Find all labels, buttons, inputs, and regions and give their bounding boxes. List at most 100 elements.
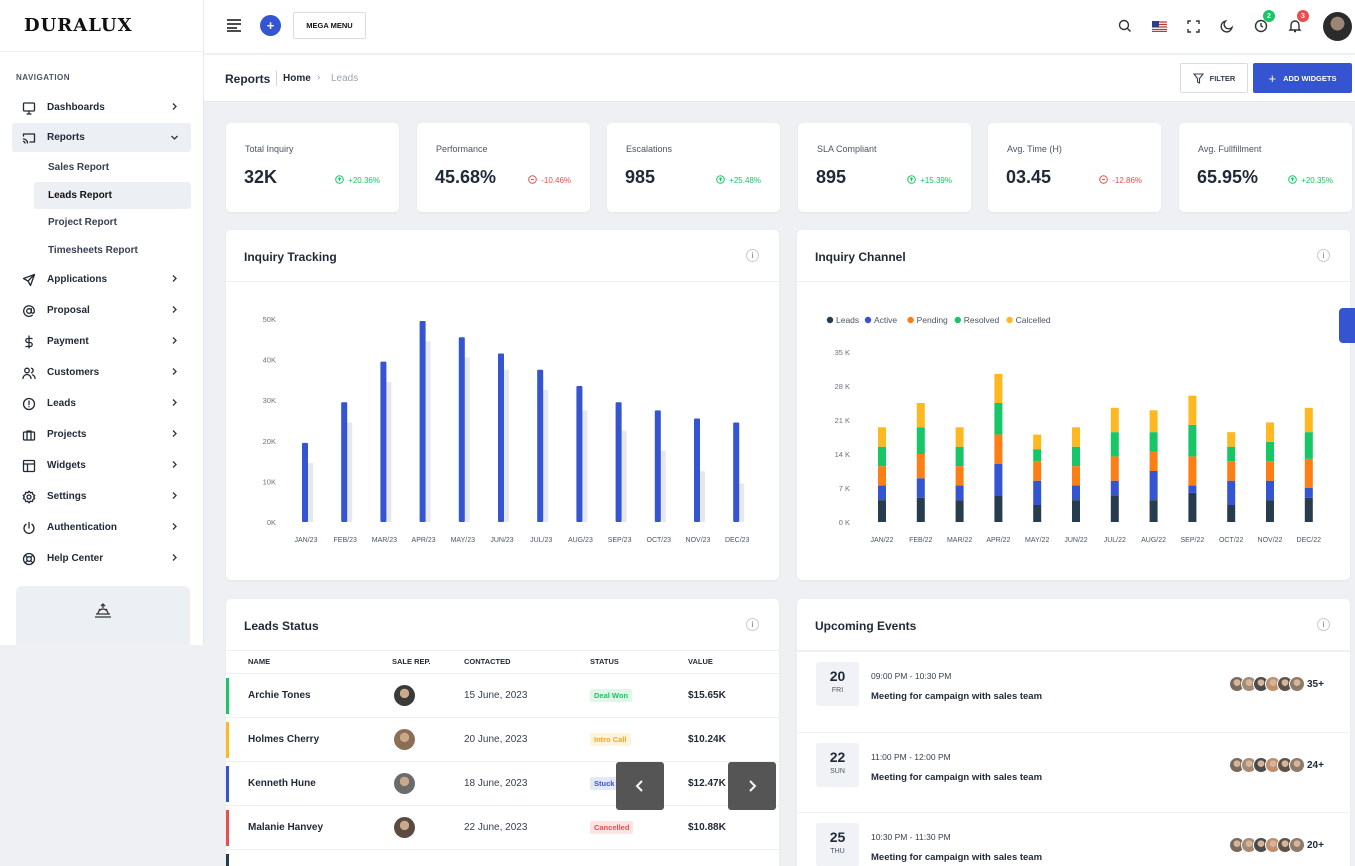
legend-label[interactable]: Calcelled (1016, 315, 1051, 325)
stacked-bar-segment[interactable] (1304, 497, 1313, 522)
sub-item-leads-report[interactable]: Leads Report (34, 181, 191, 209)
table-row[interactable]: Holmes Cherry 20 June, 2023 Intro Call $10.… (226, 717, 779, 761)
legend-label[interactable]: Resolved (964, 315, 1000, 325)
info-icon[interactable]: i (746, 249, 759, 262)
bar-secondary[interactable] (621, 430, 627, 522)
stacked-bar-segment[interactable] (878, 485, 886, 501)
stacked-bar-segment[interactable] (994, 495, 1003, 522)
sidebar-item-payment[interactable]: Payment (12, 326, 191, 357)
us-flag-icon[interactable] (1151, 18, 1167, 34)
carousel-prev-button[interactable] (616, 762, 664, 810)
filter-button[interactable]: FILTER (1180, 63, 1248, 93)
sub-item-project-report[interactable]: Project Report (48, 217, 117, 229)
sidebar-item-projects[interactable]: Projects (12, 419, 191, 450)
table-row[interactable]: Kenneth Hune 18 June, 2023 Stuck $12.47K (226, 761, 779, 805)
stacked-bar-segment[interactable] (1033, 505, 1042, 522)
moon-icon[interactable] (1219, 18, 1235, 34)
stacked-bar-segment[interactable] (1266, 441, 1274, 462)
bar-secondary[interactable] (386, 381, 392, 522)
stacked-bar-segment[interactable] (1188, 485, 1197, 493)
stacked-bar-segment[interactable] (1188, 395, 1197, 425)
stacked-bar-segment[interactable] (1149, 500, 1158, 522)
table-row[interactable]: Malanie Hanvey 22 June, 2023 Cancelled $10.… (226, 805, 779, 849)
sidebar-item-authentication[interactable]: Authentication (12, 512, 191, 543)
stacked-bar-segment[interactable] (878, 446, 886, 467)
stacked-bar-segment[interactable] (1304, 407, 1313, 433)
bar-secondary[interactable] (347, 422, 353, 522)
stacked-bar-segment[interactable] (1033, 461, 1042, 481)
table-row[interactable] (226, 849, 779, 866)
sidebar-item-applications[interactable]: Applications (12, 264, 191, 295)
legend-label[interactable]: Active (874, 315, 897, 325)
stacked-bar-segment[interactable] (1266, 480, 1274, 501)
stacked-bar-segment[interactable] (1149, 432, 1158, 452)
search-icon[interactable] (1117, 18, 1133, 34)
stacked-bar-segment[interactable] (1033, 480, 1042, 505)
stacked-bar-segment[interactable] (1227, 461, 1236, 481)
stacked-bar-segment[interactable] (1188, 456, 1197, 486)
stacked-bar-segment[interactable] (994, 373, 1003, 403)
legend-label[interactable]: Leads (836, 315, 859, 325)
sidebar-item-settings[interactable]: Settings (12, 481, 191, 512)
stacked-bar-segment[interactable] (1149, 410, 1158, 433)
stacked-bar-segment[interactable] (955, 500, 964, 522)
stacked-bar-segment[interactable] (1304, 432, 1313, 459)
event-item[interactable]: 22 SUN 11:00 PM - 12:00 PM Meeting for camp… (797, 731, 1350, 813)
bar-primary[interactable] (498, 353, 504, 522)
stacked-bar-segment[interactable] (955, 427, 964, 447)
sidebar-item-reports[interactable]: Reports (12, 123, 191, 152)
stacked-bar-segment[interactable] (1033, 449, 1042, 462)
stacked-bar-segment[interactable] (1110, 456, 1119, 481)
stacked-bar-segment[interactable] (1033, 434, 1042, 450)
bar-primary[interactable] (576, 385, 583, 522)
stacked-bar-segment[interactable] (916, 427, 925, 454)
bar-secondary[interactable] (739, 483, 745, 522)
stacked-bar-segment[interactable] (1266, 461, 1274, 481)
clock-icon[interactable]: 2 (1253, 10, 1275, 34)
stacked-bar-segment[interactable] (1227, 480, 1236, 505)
event-item[interactable]: 25 THU 10:30 PM - 11:30 PM Meeting for camp… (797, 812, 1350, 866)
info-icon[interactable]: i (1317, 249, 1330, 262)
bar-primary[interactable] (654, 410, 661, 522)
stacked-bar-segment[interactable] (1072, 500, 1080, 522)
sidebar-item-dashboards[interactable]: Dashboards (12, 92, 191, 123)
bar-primary[interactable] (615, 402, 622, 522)
stacked-bar-segment[interactable] (1110, 407, 1119, 433)
bar-secondary[interactable] (425, 341, 431, 522)
sidebar-item-leads[interactable]: Leads (12, 388, 191, 419)
stacked-bar-segment[interactable] (1072, 485, 1080, 501)
hamburger-menu-icon[interactable] (226, 18, 242, 37)
mega-menu-button[interactable]: MEGA MENU (293, 12, 366, 39)
bar-secondary[interactable] (464, 357, 470, 522)
stacked-bar-segment[interactable] (1227, 505, 1236, 522)
bar-primary[interactable] (419, 321, 426, 522)
stacked-bar-segment[interactable] (1072, 427, 1080, 447)
bar-secondary[interactable] (543, 390, 549, 522)
bar-primary[interactable] (458, 337, 465, 522)
stacked-bar-segment[interactable] (1110, 480, 1119, 496)
bar-primary[interactable] (302, 442, 308, 522)
info-icon[interactable]: i (746, 618, 759, 631)
stacked-bar-segment[interactable] (916, 403, 925, 428)
stacked-bar-segment[interactable] (1304, 488, 1313, 498)
stacked-bar-segment[interactable] (1110, 495, 1119, 522)
stacked-bar-segment[interactable] (916, 478, 925, 498)
stacked-bar-segment[interactable] (878, 427, 886, 447)
stacked-bar-segment[interactable] (1227, 432, 1236, 447)
bar-primary[interactable] (380, 361, 387, 522)
legend-label[interactable]: Pending (917, 315, 948, 325)
bar-secondary[interactable] (504, 369, 509, 522)
bell-icon[interactable]: 3 (1287, 10, 1309, 34)
stacked-bar-segment[interactable] (1266, 422, 1274, 442)
stacked-bar-segment[interactable] (955, 485, 964, 501)
bar-primary[interactable] (694, 418, 700, 522)
bar-primary[interactable] (537, 369, 544, 522)
stacked-bar-segment[interactable] (878, 466, 886, 486)
stacked-bar-segment[interactable] (1188, 424, 1197, 457)
bar-secondary[interactable] (308, 463, 313, 522)
stacked-bar-segment[interactable] (1072, 466, 1080, 486)
bar-secondary[interactable] (660, 450, 666, 522)
stacked-bar-segment[interactable] (1072, 446, 1080, 467)
stacked-bar-segment[interactable] (878, 500, 886, 522)
stacked-bar-segment[interactable] (955, 446, 964, 467)
